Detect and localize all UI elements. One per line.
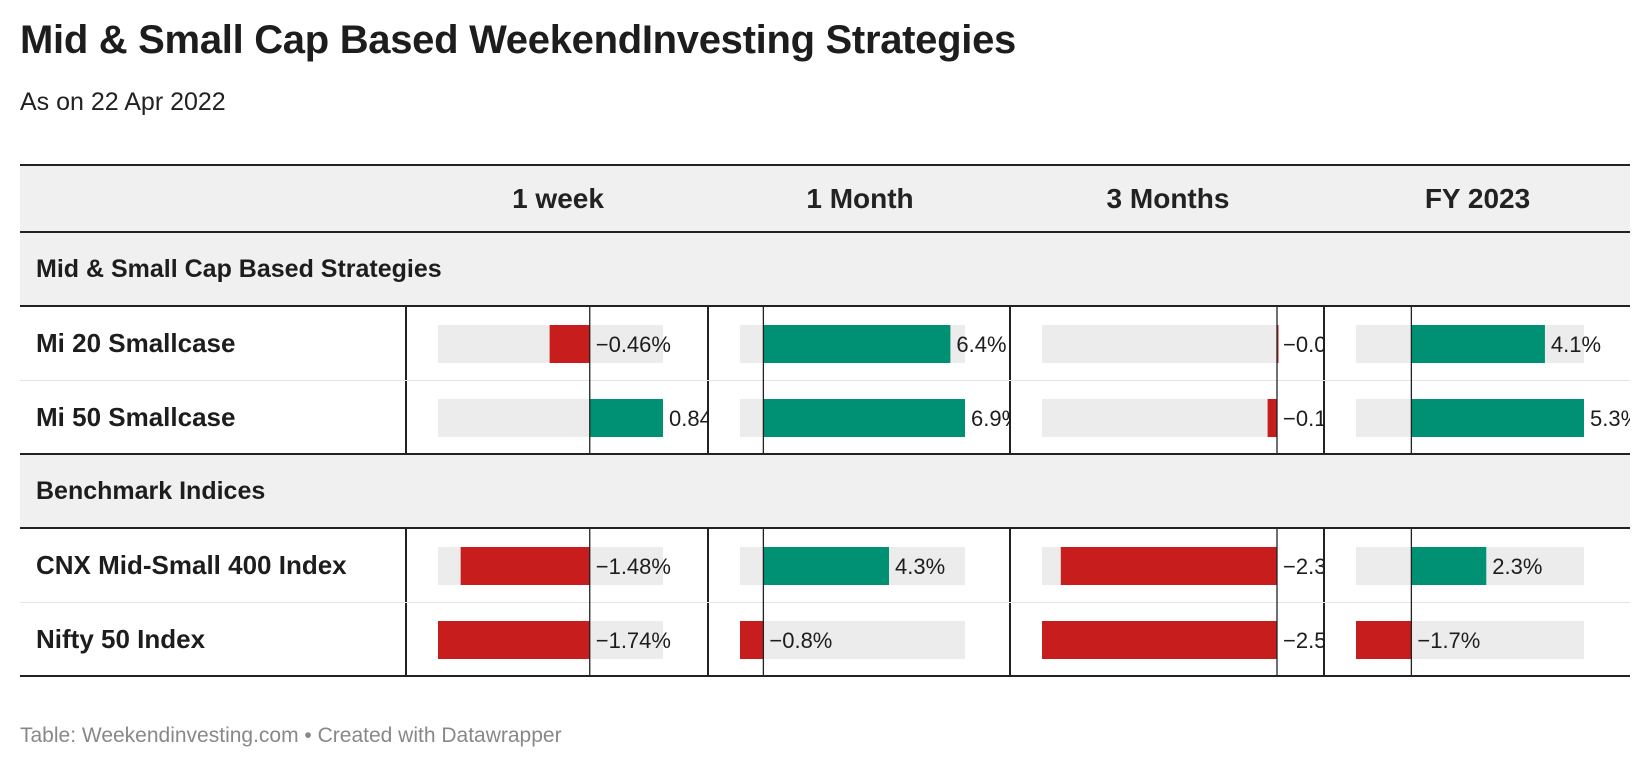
value-bar <box>740 621 764 659</box>
value-bar <box>1411 399 1584 437</box>
table-row: Mi 50 Smallcase 0.84% 6.9% −0.1% 5.3% <box>20 381 1630 455</box>
bar-track <box>740 621 965 659</box>
bar-cell-svg: −1.48% <box>438 529 671 603</box>
value-cell: −1.48% <box>407 529 709 603</box>
value-cell: −0.1% <box>1011 381 1325 455</box>
value-bar <box>1411 547 1487 585</box>
row-label: Mi 20 Smallcase <box>20 307 407 380</box>
value-cell: −1.7% <box>1325 603 1630 677</box>
value-bar <box>1411 325 1545 363</box>
chart-subtitle: As on 22 Apr 2022 <box>20 88 226 116</box>
bar-cell-svg: −1.7% <box>1356 603 1584 677</box>
value-label: −1.7% <box>1417 628 1480 653</box>
value-cell: 5.3% <box>1325 381 1630 455</box>
value-cell: 2.3% <box>1325 529 1630 603</box>
bar-cell-svg: 5.3% <box>1356 381 1630 455</box>
value-label: −2.5% <box>1283 628 1325 653</box>
value-bar <box>763 547 890 585</box>
bar-cell-svg: −1.74% <box>438 603 671 677</box>
value-cell: 4.3% <box>709 529 1011 603</box>
bar-cell-svg: −0.1% <box>1042 381 1325 455</box>
value-bar <box>438 621 590 659</box>
value-bar <box>549 325 590 363</box>
bar-cell-svg: 6.9% <box>740 381 1011 455</box>
value-bar <box>1267 399 1277 437</box>
bar-cell-svg: −2.3% <box>1042 529 1325 603</box>
value-label: −0.46% <box>596 332 671 357</box>
bar-cell-svg: −0.0% <box>1042 307 1325 381</box>
value-cell: −2.5% <box>1011 603 1325 677</box>
value-bar <box>763 399 965 437</box>
value-label: −0.8% <box>769 628 832 653</box>
table-row: Nifty 50 Index −1.74% −0.8% −2.5% −1.7% <box>20 603 1630 677</box>
value-bar <box>589 399 663 437</box>
value-cell: 6.4% <box>709 307 1011 381</box>
value-bar <box>1277 325 1279 363</box>
value-bar <box>763 325 951 363</box>
bar-track <box>1042 399 1277 437</box>
bar-cell-svg: −0.46% <box>438 307 671 381</box>
bar-cell-svg: 2.3% <box>1356 529 1584 603</box>
bar-cell-svg: 4.3% <box>740 529 965 603</box>
value-cell: −0.0% <box>1011 307 1325 381</box>
value-label: 2.3% <box>1492 554 1542 579</box>
bar-track <box>1042 325 1277 363</box>
bar-cell-svg: −2.5% <box>1042 603 1325 677</box>
table-header: 1 week 1 Month 3 Months FY 2023 <box>20 164 1630 233</box>
bar-cell-svg: 4.1% <box>1356 307 1601 381</box>
footer-credit: Table: Weekendinvesting.com • Created wi… <box>20 724 562 747</box>
value-cell: 6.9% <box>709 381 1011 455</box>
group-header-strategies: Mid & Small Cap Based Strategies <box>20 233 1630 307</box>
bar-cell-svg: 6.4% <box>740 307 1007 381</box>
value-label: 5.3% <box>1590 406 1630 431</box>
value-cell: −2.3% <box>1011 529 1325 603</box>
group-header-benchmarks: Benchmark Indices <box>20 455 1630 529</box>
bar-cell-svg: −0.8% <box>740 603 965 677</box>
value-label: 6.4% <box>956 332 1006 357</box>
table-row: Mi 20 Smallcase −0.46% 6.4% −0.0% 4.1% <box>20 307 1630 381</box>
value-label: −1.48% <box>596 554 671 579</box>
header-empty <box>20 166 407 231</box>
value-label: −2.3% <box>1283 554 1325 579</box>
value-bar <box>1060 547 1277 585</box>
value-label: −1.74% <box>596 628 671 653</box>
value-label: 0.84% <box>669 406 709 431</box>
value-bar <box>1356 621 1412 659</box>
column-header-fy-2023[interactable]: FY 2023 <box>1424 182 1531 214</box>
column-header-3-months[interactable]: 3 Months <box>1106 182 1230 214</box>
value-label: −0.0% <box>1283 332 1325 357</box>
value-cell: 4.1% <box>1325 307 1630 381</box>
value-label: 4.1% <box>1551 332 1601 357</box>
chart-title: Mid & Small Cap Based WeekendInvesting S… <box>20 18 1016 62</box>
value-cell: 0.84% <box>407 381 709 455</box>
row-label: CNX Mid-Small 400 Index <box>20 529 407 602</box>
column-header-1-week[interactable]: 1 week <box>512 182 604 214</box>
row-label: Nifty 50 Index <box>20 603 407 675</box>
value-bar <box>1042 621 1277 659</box>
value-cell: −0.46% <box>407 307 709 381</box>
row-label: Mi 50 Smallcase <box>20 381 407 453</box>
bar-cell-svg: 0.84% <box>438 381 709 455</box>
column-header-1-month[interactable]: 1 Month <box>806 182 914 214</box>
performance-table: 1 week 1 Month 3 Months FY 2023 Mid & Sm… <box>20 164 1630 677</box>
value-bar <box>460 547 590 585</box>
value-label: −0.1% <box>1283 406 1325 431</box>
value-cell: −0.8% <box>709 603 1011 677</box>
value-cell: −1.74% <box>407 603 709 677</box>
value-label: 4.3% <box>895 554 945 579</box>
table-row: CNX Mid-Small 400 Index −1.48% 4.3% −2.3% 2… <box>20 529 1630 603</box>
value-label: 6.9% <box>971 406 1011 431</box>
